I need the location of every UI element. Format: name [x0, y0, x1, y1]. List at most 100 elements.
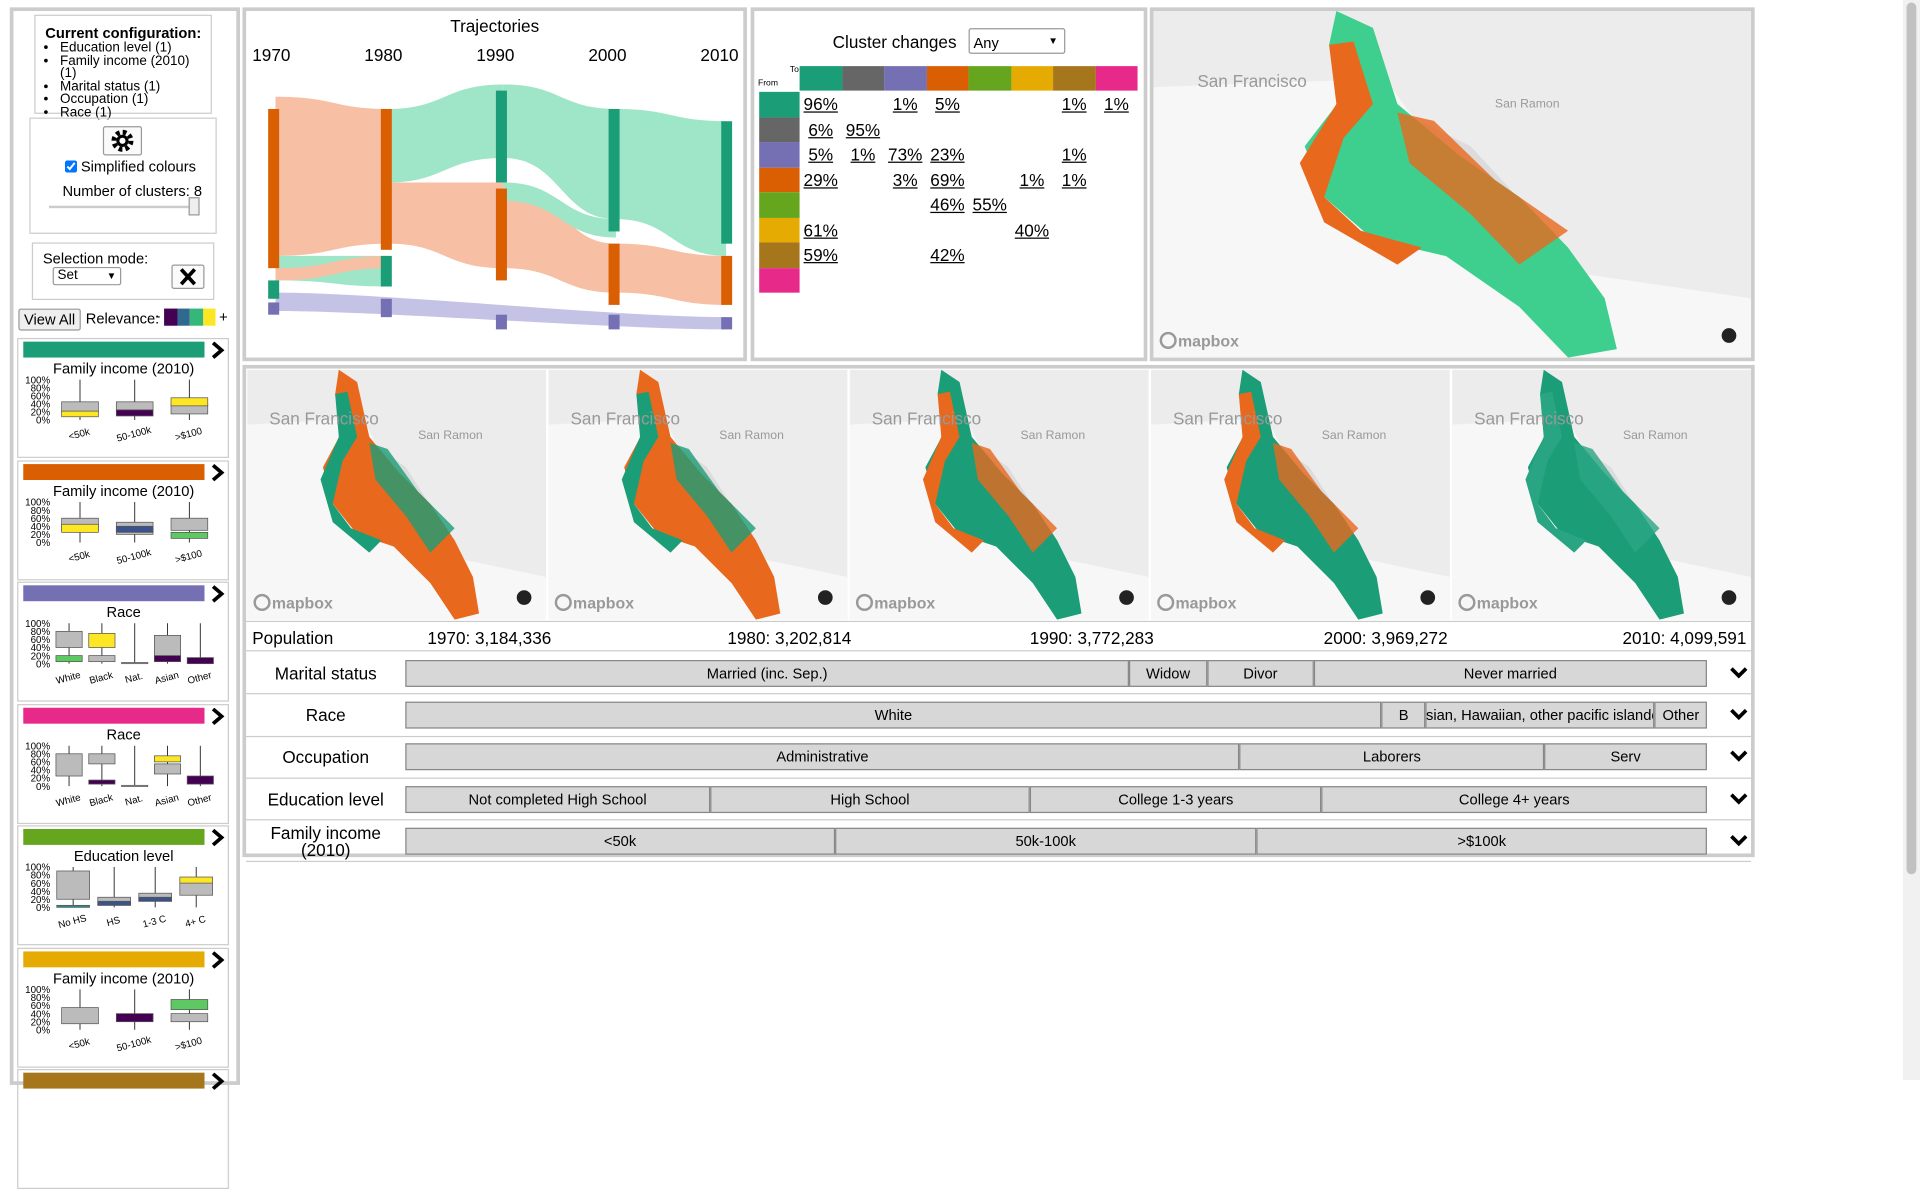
change-cell[interactable]: 5% — [808, 144, 834, 165]
map[interactable]: San Francisco San Ramon mapbox — [1452, 369, 1752, 620]
segment[interactable]: Asian, Hawaiian, other pacific islander — [1425, 701, 1655, 729]
change-cell[interactable]: 96% — [803, 94, 838, 114]
expand-chevron[interactable] — [1707, 789, 1751, 809]
segment[interactable]: High School — [709, 785, 1031, 813]
relevance-swatch — [189, 308, 203, 326]
chevron-right[interactable] — [209, 828, 226, 847]
change-cell[interactable]: 73% — [888, 144, 923, 165]
region-patch — [922, 391, 984, 553]
segment[interactable]: Other — [1654, 701, 1707, 729]
change-cell[interactable]: 3% — [892, 169, 918, 190]
cluster-card[interactable]: Education level 100% 80% 60% 40% 20% 0% No HS HS… — [17, 825, 229, 946]
region-patch — [670, 442, 756, 553]
map-logo: mapbox — [874, 596, 935, 613]
chevron-right[interactable] — [209, 341, 226, 359]
sankey — [268, 84, 733, 330]
segment[interactable]: Laborers — [1239, 743, 1545, 771]
change-cell[interactable]: 1% — [850, 144, 876, 165]
change-cell[interactable]: 6% — [808, 119, 834, 139]
chevron-right[interactable] — [209, 707, 226, 725]
change-cell[interactable]: 42% — [930, 244, 965, 265]
change-cell[interactable]: 1% — [1061, 144, 1087, 165]
relevance-swatch — [176, 308, 190, 326]
segment[interactable]: Divor — [1207, 659, 1314, 687]
axis-label: 80% — [31, 993, 51, 1004]
chevron-right[interactable] — [209, 463, 226, 481]
segment-label: Asian, Hawaiian, other pacific islander — [1425, 706, 1655, 724]
chevron-right[interactable] — [209, 950, 226, 968]
chevron-right[interactable] — [209, 585, 226, 603]
settings-button[interactable] — [102, 126, 143, 156]
expand-chevron[interactable] — [1707, 663, 1751, 683]
map[interactable]: San Francisco San Ramon mapbox — [1153, 11, 1752, 358]
change-cell[interactable]: 5% — [935, 94, 960, 114]
slider-thumb[interactable] — [188, 197, 200, 216]
filter-dropdown[interactable]: Any ▼ — [968, 28, 1066, 54]
cluster-card[interactable]: Family income (2010) 100% 80% 60% 40% 20% 0% <5… — [17, 459, 229, 580]
map-label: San Francisco — [1474, 409, 1583, 429]
view-all-button[interactable]: View All — [18, 308, 81, 331]
map[interactable]: San Francisco San Ramon mapbox — [849, 369, 1149, 620]
segment[interactable]: Serv — [1544, 743, 1707, 771]
change-cell[interactable]: 61% — [803, 219, 838, 240]
clear-button[interactable] — [171, 264, 205, 289]
map-logo: mapbox — [573, 596, 634, 613]
segment[interactable]: B — [1381, 701, 1426, 729]
cluster-title: Family income (2010) — [53, 360, 195, 378]
selection-dropdown[interactable]: Set ▼ — [52, 266, 122, 286]
attribute-name: Marital status — [274, 663, 377, 683]
change-cell[interactable]: 69% — [930, 169, 965, 190]
segment[interactable]: Not completed High School — [405, 785, 710, 813]
expand-chevron[interactable] — [1707, 747, 1751, 767]
segment[interactable]: >$100k — [1256, 827, 1707, 855]
scrollbar[interactable] — [1902, 0, 1920, 1081]
change-cell[interactable]: 1% — [1061, 94, 1087, 114]
scroll-thumb[interactable] — [1906, 2, 1917, 875]
segment[interactable]: College 4+ years — [1321, 785, 1707, 813]
map[interactable]: San Francisco San Ramon mapbox — [1151, 369, 1450, 620]
change-cell[interactable]: 1% — [1019, 169, 1045, 190]
change-cell[interactable]: 46% — [930, 194, 965, 215]
cluster-card[interactable]: Race 100% 80% 60% 40% 20% 0% White Black Nat. Asia… — [17, 581, 229, 702]
segment[interactable]: <50k — [405, 827, 835, 855]
category-label: 50-100k — [116, 547, 153, 567]
expand-chevron[interactable] — [1707, 831, 1751, 851]
axis-label: 0% — [36, 416, 50, 427]
segment-label: College 4+ years — [1458, 790, 1570, 808]
cluster-card[interactable]: Family income (2010) 100% 80% 60% 40% 20% 0% <5… — [17, 337, 229, 458]
cluster-card[interactable]: Family income (2010) 100% 80% 60% 40% 20% 0% <5… — [17, 947, 229, 1068]
change-cell[interactable]: 55% — [972, 194, 1007, 215]
map-logo: mapbox — [272, 596, 333, 613]
segment[interactable]: Married (inc. Sep.) — [405, 659, 1129, 687]
segment[interactable]: 50k-100k — [834, 827, 1257, 855]
segment[interactable]: White — [405, 701, 1382, 729]
segment[interactable]: Administrative — [405, 743, 1240, 771]
map[interactable]: San Francisco San Ramon mapbox — [548, 369, 848, 620]
change-cell[interactable]: 40% — [1014, 219, 1050, 240]
logo-icon — [554, 593, 572, 612]
change-cell[interactable]: 29% — [803, 169, 838, 190]
cluster-card[interactable]: Race 100% 80% 60% 40% 20% 0% White Black Nat. Asia… — [17, 703, 229, 824]
cluster-card[interactable] — [17, 1068, 229, 1189]
axis-label: 60% — [31, 1001, 51, 1012]
category-label: 50-100k — [116, 1034, 153, 1054]
category-label: >$100 — [174, 1035, 204, 1053]
box — [115, 401, 154, 411]
change-cell[interactable]: 1% — [1104, 94, 1129, 114]
change-cell[interactable]: 59% — [803, 244, 838, 265]
change-cell[interactable]: 95% — [845, 119, 881, 139]
from-swatch — [759, 91, 800, 117]
segment[interactable]: Widow — [1128, 659, 1208, 687]
box — [61, 401, 99, 413]
expand-chevron[interactable] — [1707, 705, 1751, 725]
change-cell[interactable]: 1% — [892, 94, 918, 114]
change-cell[interactable]: 1% — [1061, 169, 1087, 190]
map[interactable]: San Francisco San Ramon mapbox — [247, 369, 547, 620]
change-cell[interactable]: 23% — [930, 144, 965, 165]
chevron-right[interactable] — [209, 1072, 226, 1090]
segment[interactable]: College 1-3 years — [1030, 785, 1322, 813]
box — [186, 657, 214, 665]
segment[interactable]: Never married — [1313, 659, 1707, 687]
axis-label: 40% — [31, 765, 51, 776]
simplified-checkbox[interactable] — [64, 160, 78, 173]
